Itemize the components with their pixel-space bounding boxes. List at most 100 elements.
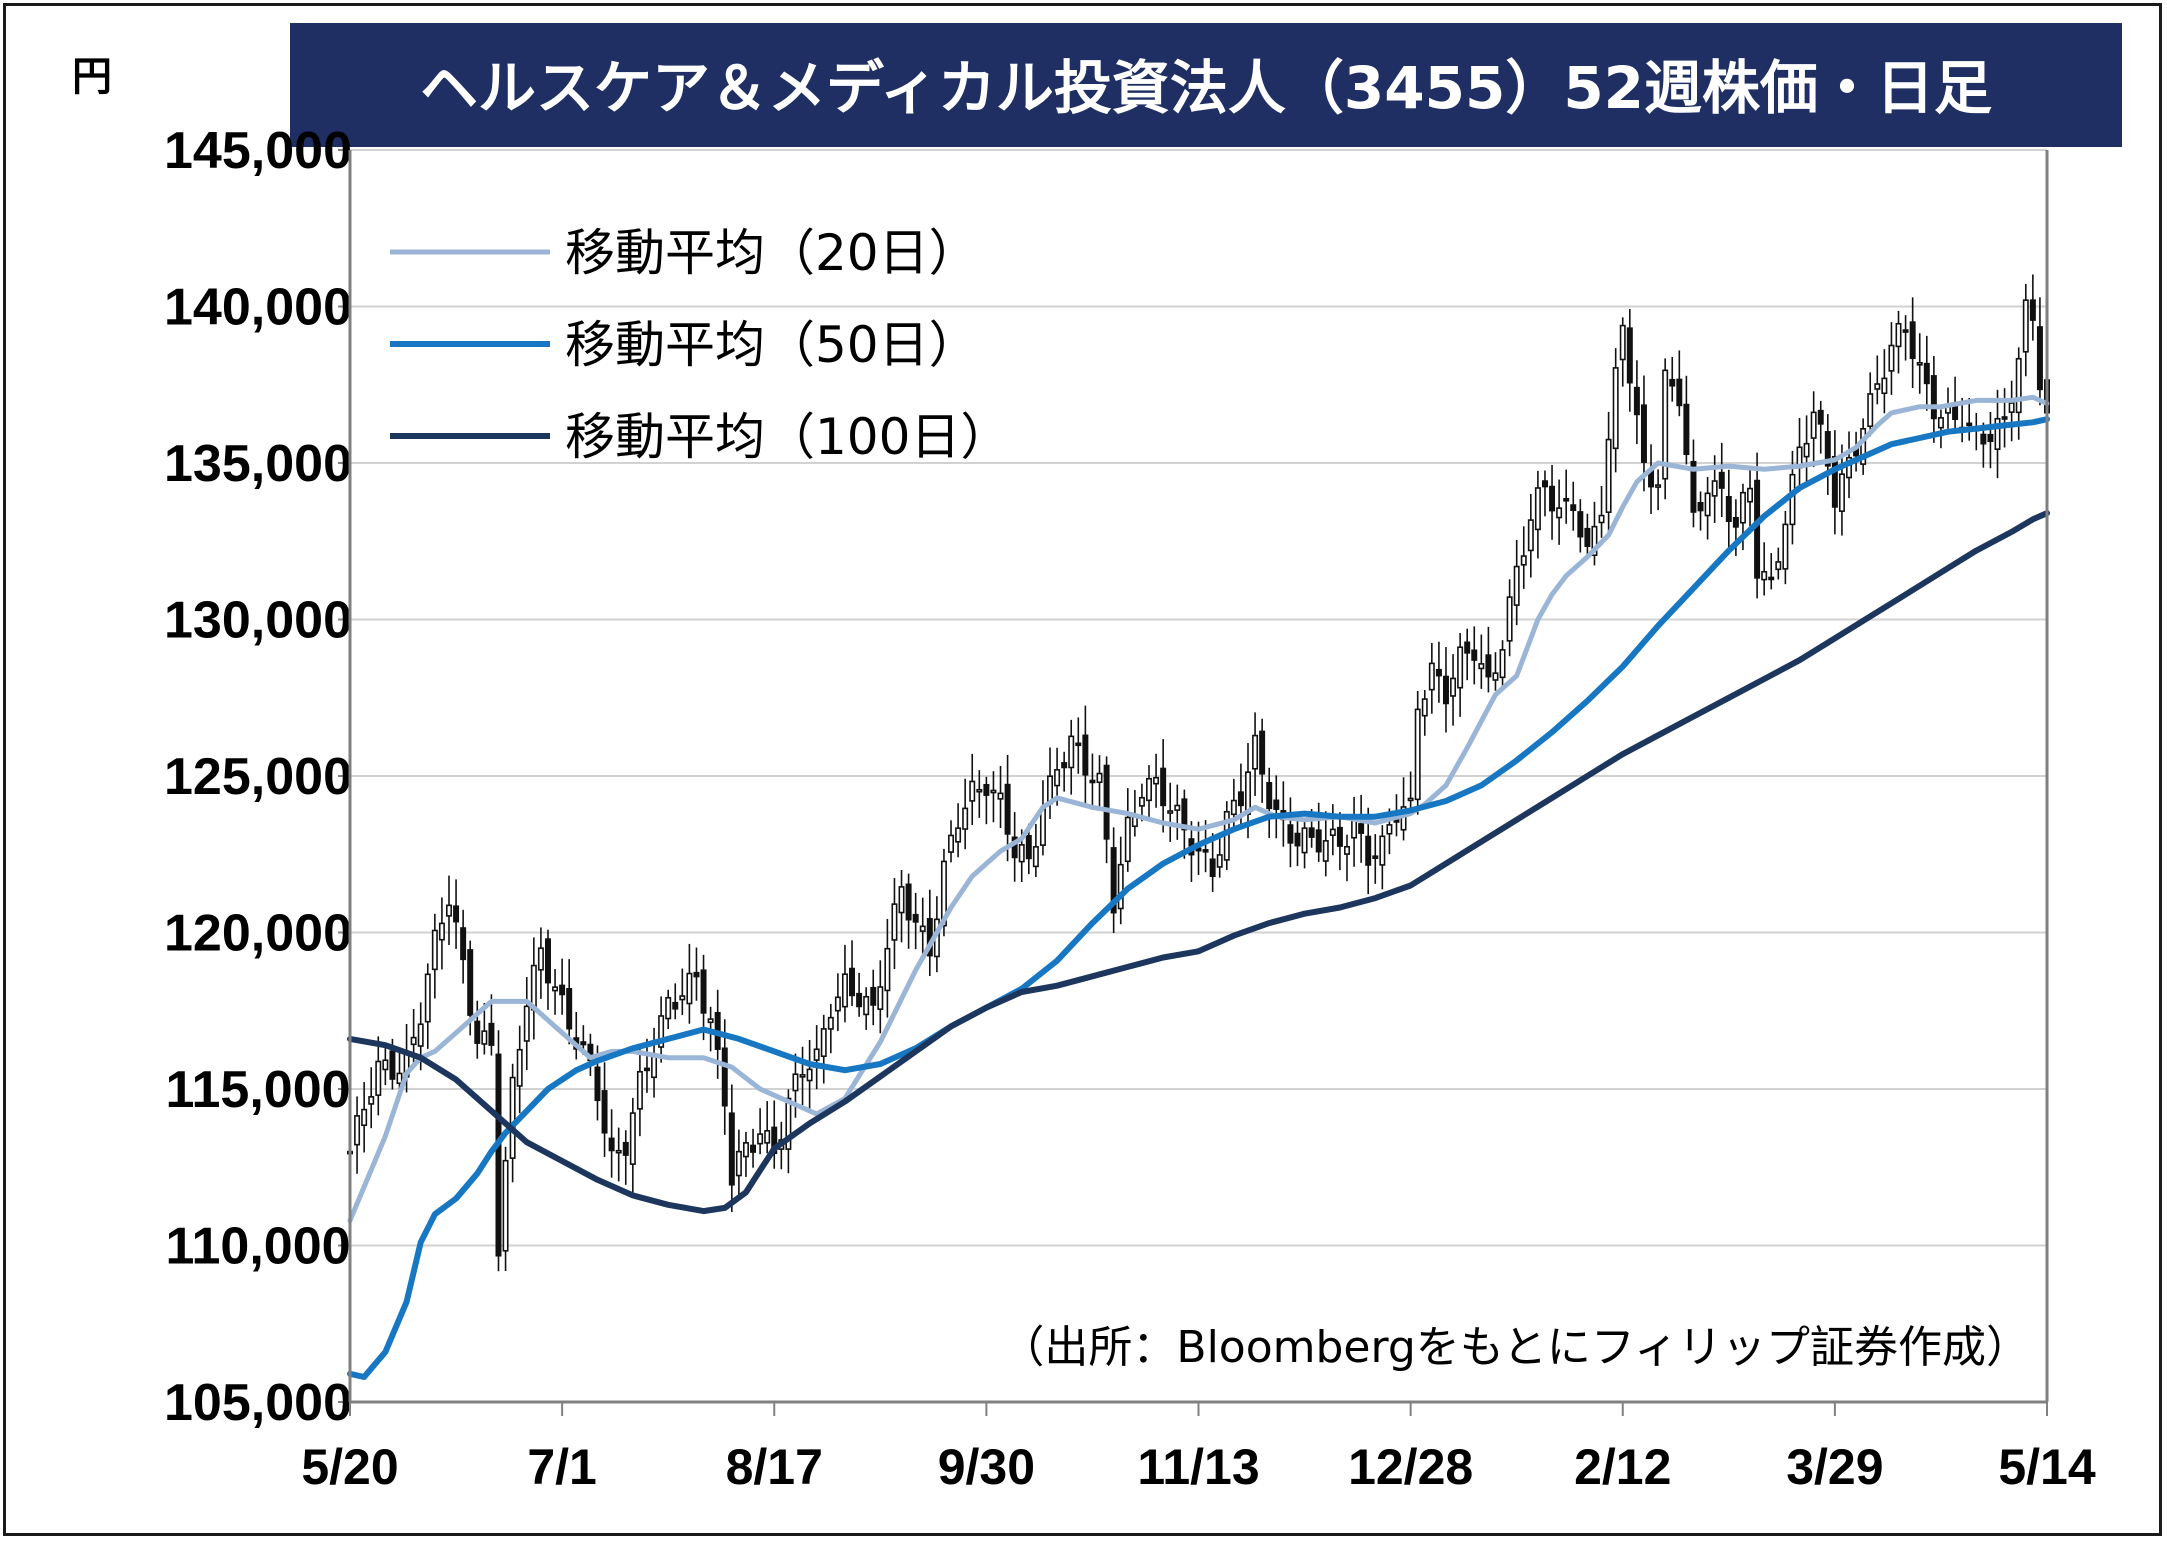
price-candle — [1343, 834, 1350, 882]
y-tick-label: 145,000 — [164, 122, 352, 180]
price-candle — [1259, 718, 1266, 803]
price-candle — [735, 1129, 742, 1200]
price-candle — [2029, 274, 2036, 341]
price-candle — [608, 1109, 615, 1178]
price-candle — [1612, 348, 1619, 473]
price-candle — [1110, 827, 1117, 934]
price-candle — [877, 960, 884, 1034]
price-candle — [601, 1062, 608, 1157]
price-candle — [827, 1003, 834, 1054]
price-candle — [926, 889, 933, 976]
price-candle — [1315, 802, 1322, 862]
price-candle — [1167, 782, 1174, 842]
price-candle — [361, 1082, 368, 1153]
legend-label: 移動平均（100日） — [565, 408, 1010, 466]
price-candle — [1322, 811, 1329, 877]
price-candle — [990, 771, 997, 823]
price-candle — [742, 1131, 749, 1177]
price-candle — [905, 873, 912, 949]
x-tick-label: 12/28 — [1348, 1439, 1473, 1495]
price-candle — [1471, 626, 1478, 685]
price-candle — [1464, 628, 1471, 681]
price-candle — [1570, 481, 1577, 531]
price-candle — [983, 776, 990, 825]
legend-label: 移動平均（20日） — [565, 224, 979, 282]
x-tick-label: 5/20 — [301, 1439, 398, 1495]
price-candle — [1718, 442, 1725, 518]
price-candle — [912, 892, 919, 950]
price-candle — [1747, 468, 1754, 527]
chart-title: ヘルスケア＆メディカル投資法人（3455）52週株価・日足 — [420, 54, 1992, 122]
price-candle — [1937, 409, 1944, 449]
price-candle — [1181, 789, 1188, 859]
price-candle — [354, 1096, 361, 1174]
price-candle — [1782, 510, 1789, 585]
price-candle — [658, 996, 665, 1063]
x-tick-label: 8/17 — [726, 1439, 823, 1495]
x-tick-label: 7/1 — [527, 1439, 597, 1495]
price-candle — [1860, 418, 1867, 475]
price-candle — [1619, 317, 1626, 387]
price-candle — [1549, 464, 1556, 540]
price-candle — [1146, 765, 1152, 821]
price-candle — [1457, 633, 1464, 717]
price-candle — [1372, 834, 1379, 884]
price-candle — [474, 1000, 481, 1059]
price-candle — [1690, 439, 1697, 528]
price-candles — [347, 274, 2050, 1272]
price-candle — [1089, 753, 1096, 810]
price-candle — [955, 803, 962, 858]
price-candle — [544, 929, 551, 1010]
price-candle — [1867, 372, 1874, 437]
price-candle — [1605, 411, 1612, 533]
price-candle — [537, 927, 544, 999]
price-candle — [1676, 350, 1683, 417]
price-candle — [1768, 553, 1775, 590]
price-candle — [870, 969, 877, 1026]
price-candle — [1655, 469, 1662, 511]
price-candle — [1075, 717, 1082, 774]
price-candle — [2001, 388, 2008, 448]
price-candle — [1499, 640, 1506, 688]
price-candle — [1273, 775, 1280, 839]
legend-item: 移動平均（50日） — [390, 316, 979, 374]
price-candle — [629, 1097, 636, 1194]
price-candle — [495, 1030, 502, 1272]
price-candle — [1527, 493, 1534, 578]
price-candle — [1004, 754, 1011, 862]
price-candle — [969, 753, 976, 826]
price-candle — [523, 976, 530, 1071]
y-tick-label: 105,000 — [164, 1374, 352, 1432]
price-candle — [1725, 469, 1732, 551]
price-candle — [813, 1025, 820, 1090]
price-candle — [728, 1084, 735, 1213]
price-candle — [834, 973, 841, 1032]
price-candle — [962, 778, 969, 850]
y-tick-label: 120,000 — [164, 905, 352, 963]
price-candle — [1648, 444, 1655, 514]
price-candle — [1556, 479, 1563, 545]
price-candle — [1061, 751, 1068, 792]
price-candle — [1407, 771, 1414, 810]
ma-line-50 — [347, 416, 2050, 1380]
price-candle — [1930, 356, 1937, 443]
price-candle — [856, 972, 863, 1017]
y-tick-label: 140,000 — [164, 279, 352, 337]
price-candle — [1909, 297, 1916, 388]
price-candle — [700, 954, 707, 1041]
price-candle — [1640, 375, 1647, 492]
x-tick-label: 3/29 — [1786, 1439, 1883, 1495]
legend-item: 移動平均（100日） — [390, 408, 1010, 466]
price-candle — [1506, 579, 1513, 657]
price-candle — [1697, 491, 1704, 531]
title-banner — [290, 23, 2122, 147]
price-candle — [919, 897, 926, 956]
price-candle — [1351, 796, 1358, 867]
price-candle — [898, 869, 905, 943]
price-candle — [1174, 784, 1181, 840]
price-candle — [1923, 335, 1930, 411]
price-candle — [1421, 690, 1428, 736]
price-candle — [1591, 501, 1598, 566]
legend-item: 移動平均（20日） — [390, 224, 979, 282]
price-candle — [375, 1036, 382, 1116]
